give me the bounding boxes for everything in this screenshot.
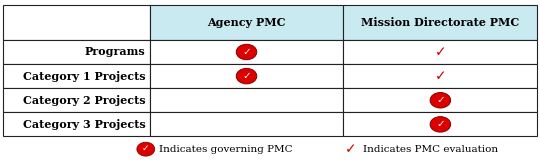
Text: ✓: ✓ (142, 144, 150, 153)
Text: ✓: ✓ (242, 71, 251, 81)
Ellipse shape (137, 142, 155, 156)
Bar (343, 112, 537, 136)
Bar (343, 40, 537, 64)
Bar (3, 88, 150, 112)
Bar (343, 64, 537, 88)
Bar (3, 40, 150, 64)
Ellipse shape (237, 68, 257, 84)
Bar (343, 5, 537, 40)
Text: ✓: ✓ (436, 119, 445, 129)
Text: ✓: ✓ (242, 46, 251, 57)
Text: Programs: Programs (85, 46, 145, 58)
Text: ✓: ✓ (345, 142, 357, 156)
Ellipse shape (430, 117, 450, 132)
Text: Category 2 Projects: Category 2 Projects (23, 95, 145, 106)
Text: ✓: ✓ (435, 45, 446, 59)
Text: Agency PMC: Agency PMC (207, 17, 286, 28)
Text: Indicates governing PMC: Indicates governing PMC (159, 145, 293, 154)
Text: ✓: ✓ (435, 69, 446, 83)
Bar (3, 112, 150, 136)
Bar (343, 88, 537, 112)
Bar (150, 112, 343, 136)
Ellipse shape (237, 44, 257, 60)
Text: ✓: ✓ (436, 95, 445, 105)
Bar (150, 5, 343, 40)
Bar (3, 64, 150, 88)
Bar (150, 64, 343, 88)
Text: Category 1 Projects: Category 1 Projects (23, 71, 145, 82)
Bar (3, 5, 150, 40)
Bar (150, 40, 343, 64)
Text: Mission Directorate PMC: Mission Directorate PMC (361, 17, 519, 28)
Bar (150, 88, 343, 112)
Text: Indicates PMC evaluation: Indicates PMC evaluation (363, 145, 498, 154)
Ellipse shape (430, 92, 450, 108)
Text: Category 3 Projects: Category 3 Projects (23, 119, 145, 130)
